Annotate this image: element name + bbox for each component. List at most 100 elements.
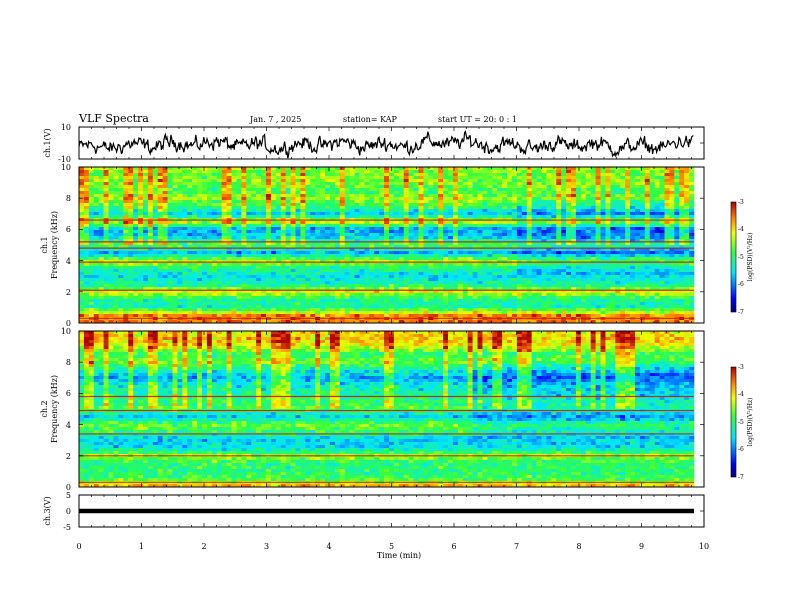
spectrogram-cell: [428, 200, 434, 204]
spectrogram-cell: [133, 263, 139, 267]
spectrogram-cell: [329, 251, 336, 255]
spectrogram-cell: [147, 221, 154, 225]
spectrogram-cell: [659, 173, 665, 177]
spectrogram-cell: [98, 185, 104, 189]
spectrogram-cell: [315, 254, 321, 258]
spectrogram-cell: [595, 227, 601, 231]
spectrogram-cell: [659, 254, 665, 258]
spectrogram-cell: [280, 278, 286, 282]
spectrogram-cell: [649, 212, 655, 216]
spectrogram-cell: [393, 173, 400, 177]
spectrogram-cell: [246, 167, 252, 171]
spectrogram-cell: [625, 197, 631, 201]
spectrogram-cell: [477, 200, 483, 204]
spectrogram-cell: [448, 263, 454, 267]
spectrogram-cell: [403, 227, 409, 231]
spectrogram-cell: [511, 167, 518, 171]
spectrogram-cell: [216, 182, 222, 186]
spectrogram-cell: [344, 281, 350, 285]
spectrogram-cell: [290, 224, 296, 228]
spectrogram-cell: [477, 257, 483, 261]
spectrogram-cell: [344, 206, 350, 210]
spectrogram-cell: [674, 185, 680, 189]
spectrogram-cell: [364, 194, 370, 198]
spectrogram-cell: [202, 194, 208, 198]
spectrogram-cell: [275, 242, 282, 246]
spectrogram-cell: [206, 248, 213, 252]
spectrogram-cell: [600, 236, 606, 240]
spectrogram-cell: [261, 179, 267, 183]
spectrogram-cell: [610, 221, 616, 225]
spectrogram-cell: [659, 242, 665, 246]
spectrogram-cell: [600, 206, 606, 210]
spectrogram-cell: [551, 194, 557, 198]
spectrogram-cell: [344, 239, 350, 243]
spectrogram-cell: [620, 209, 626, 213]
spectrogram-cell: [531, 206, 537, 210]
spectrogram-cell: [364, 185, 370, 189]
spectrogram-cell: [241, 194, 247, 198]
spectrogram-cell: [83, 206, 90, 210]
spectrogram-cell: [487, 239, 493, 243]
spectrogram-cell: [556, 263, 562, 267]
spectrogram-cell: [157, 275, 163, 279]
spectrogram-cell: [507, 200, 513, 204]
spectrogram-cell: [689, 239, 695, 243]
spectrogram-cell: [413, 251, 419, 255]
spectrogram-cell: [265, 230, 272, 234]
spectrogram-cell: [206, 227, 213, 231]
spectrogram-cell: [669, 173, 675, 177]
spectrogram-cell: [142, 275, 149, 279]
spectrogram-cell: [423, 188, 429, 192]
spectrogram-cell: [285, 281, 291, 285]
spectrogram-cell: [88, 281, 95, 285]
spectrogram-cell: [620, 188, 626, 192]
spectrogram-cell: [388, 227, 395, 231]
spectrogram-cell: [684, 242, 690, 246]
spectrogram-cell: [231, 185, 237, 189]
spectrogram-cell: [413, 209, 419, 213]
spectrogram-cell: [246, 230, 252, 234]
spectrogram-cell: [202, 191, 208, 195]
spectrogram-cell: [507, 179, 513, 183]
spectrogram-cell: [472, 263, 478, 267]
spectrogram-cell: [462, 245, 468, 249]
spectrogram-cell: [231, 266, 237, 270]
spectrogram-cell: [246, 251, 252, 255]
spectrogram-cell: [575, 275, 582, 279]
spectrogram-cell: [452, 194, 459, 198]
spectrogram-cell: [334, 197, 341, 201]
spectrogram-cell: [477, 179, 483, 183]
spectrogram-cell: [566, 215, 572, 219]
spectrogram-cell: [418, 230, 424, 234]
spectrogram-cell: [379, 269, 385, 273]
spectrogram-cell: [551, 173, 557, 177]
spectrogram-cell: [561, 248, 567, 252]
spectrogram-cell: [566, 230, 572, 234]
spectrogram-cell: [585, 248, 591, 252]
spectrogram-cell: [536, 221, 542, 225]
spectrogram-cell: [556, 167, 562, 171]
spectrogram-cell: [403, 272, 409, 276]
spectrogram-cell: [167, 257, 173, 261]
spectrogram-cell: [261, 224, 267, 228]
spectrogram-cell: [280, 245, 286, 249]
spectrogram-cell: [679, 185, 685, 189]
spectrogram-cell: [689, 215, 695, 219]
spectrogram-cell: [354, 245, 360, 249]
spectrogram-cell: [123, 173, 129, 177]
spectrogram-cell: [108, 176, 114, 180]
spectrogram-cell: [546, 215, 552, 219]
spectrogram-cell: [605, 245, 611, 249]
spectrogram-cell: [477, 263, 483, 267]
spectrogram-cell: [566, 194, 572, 198]
spectrogram-cell: [561, 281, 567, 285]
spectrogram-cell: [108, 209, 114, 213]
spectrogram-cell: [123, 167, 129, 171]
spectrogram-cell: [561, 206, 567, 210]
spectrogram-cell: [310, 281, 316, 285]
spectrogram-cell: [625, 233, 631, 237]
spectrogram-cell: [300, 254, 306, 258]
spectrogram-cell: [93, 182, 99, 186]
spectrogram-cell: [679, 197, 685, 201]
